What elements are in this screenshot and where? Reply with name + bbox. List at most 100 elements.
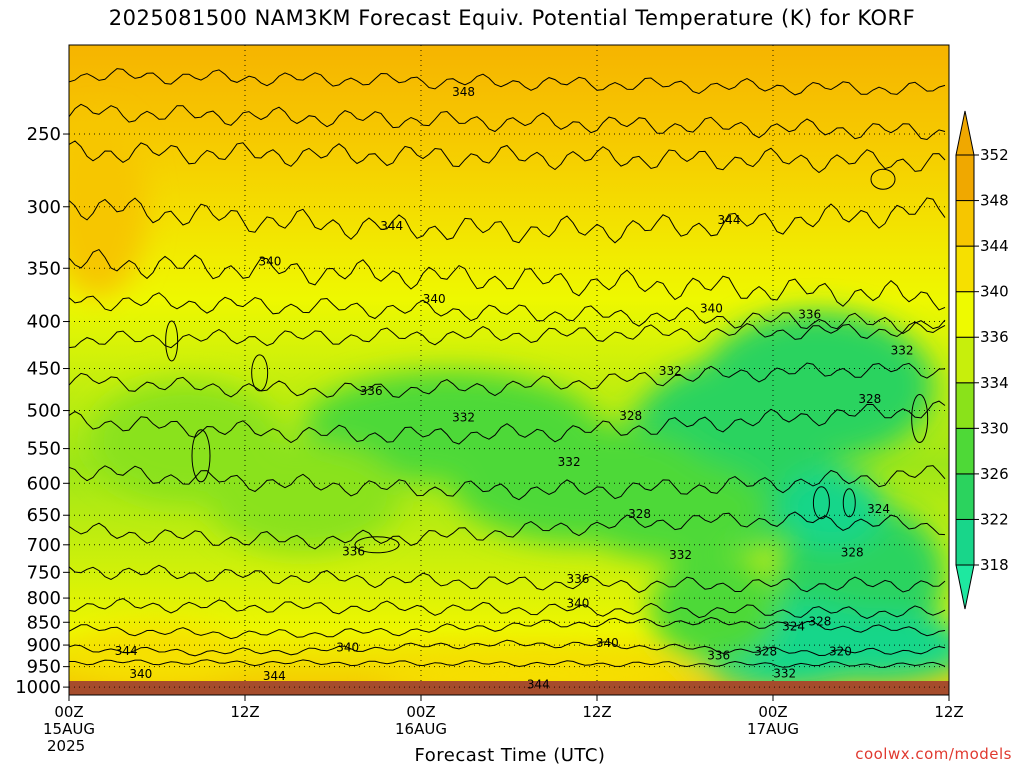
contour-label: 328 <box>841 546 864 560</box>
contour-label: 340 <box>258 254 281 268</box>
colorbar-label: 336 <box>980 328 1009 346</box>
contour-ring <box>251 354 269 392</box>
contour-line <box>69 292 946 335</box>
contour-line <box>69 68 946 96</box>
contour-label: 340 <box>336 641 359 655</box>
contour-label: 336 <box>342 545 365 559</box>
colorbar-segment <box>955 427 975 475</box>
contour-line <box>69 140 946 174</box>
contour-label: 344 <box>718 213 741 227</box>
colorbar-segment <box>955 336 975 384</box>
colorbar-segment <box>955 154 975 202</box>
contour-label: 344 <box>380 219 403 233</box>
contour-label: 336 <box>707 649 730 663</box>
field-region <box>700 310 934 461</box>
contour-label: 340 <box>423 292 446 306</box>
y-tick-label: 800 <box>27 588 61 609</box>
y-tick-label: 950 <box>27 657 61 678</box>
contour-label: 332 <box>452 411 475 425</box>
y-tick-label: 700 <box>27 535 61 556</box>
x-tick-label: 00Z <box>406 703 435 721</box>
x-tick-label: 12Z <box>230 703 259 721</box>
contour-label: 336 <box>798 307 821 321</box>
colorbar-label: 344 <box>980 237 1009 255</box>
contour-label: 336 <box>566 572 589 586</box>
contour-label: 332 <box>891 343 914 357</box>
contour-label: 328 <box>858 392 881 406</box>
colorbar-segment <box>955 200 975 247</box>
colorbar-label: 330 <box>980 419 1009 437</box>
contour-label: 332 <box>773 666 796 680</box>
surface-bar <box>69 681 949 695</box>
colorbar-label: 334 <box>980 374 1009 392</box>
colorbar-label: 340 <box>980 283 1009 301</box>
chart-title: 2025081500 NAM3KM Forecast Equiv. Potent… <box>108 6 916 30</box>
contour-label: 332 <box>558 455 581 469</box>
colorbar-segment <box>955 110 975 156</box>
colorbar-label: 322 <box>980 510 1009 528</box>
contour-ring <box>911 393 929 443</box>
contour-label: 340 <box>129 667 152 681</box>
x-tick-label: 15AUG <box>43 720 95 738</box>
contour-line <box>69 511 946 550</box>
y-tick-label: 850 <box>27 612 61 633</box>
colorbar-segment <box>955 564 975 610</box>
contour-ring <box>870 168 896 190</box>
field-region <box>76 625 238 681</box>
x-tick-label: 00Z <box>54 703 83 721</box>
field-region <box>573 459 768 560</box>
contour-label: 340 <box>566 597 589 611</box>
contour-line <box>69 248 946 311</box>
contour-line <box>69 197 946 244</box>
y-tick-label: 750 <box>27 562 61 583</box>
colorbar-label: 348 <box>980 192 1009 210</box>
colorbar-segment <box>955 291 975 338</box>
contour-label: 340 <box>700 301 723 315</box>
colorbar-label: 326 <box>980 465 1009 483</box>
contour-line <box>69 598 946 620</box>
contour-line <box>69 659 946 668</box>
field-region <box>206 441 401 552</box>
field-region <box>780 469 884 550</box>
contour-line <box>69 400 946 445</box>
y-tick-label: 350 <box>27 258 61 279</box>
x-axis-title: Forecast Time (UTC) <box>414 745 606 766</box>
contour-label: 344 <box>527 677 550 691</box>
contour-ring <box>812 486 830 520</box>
y-tick-label: 550 <box>27 439 61 460</box>
contour-label: 320 <box>829 645 852 659</box>
contour-label: 328 <box>754 645 777 659</box>
y-tick-label: 500 <box>27 401 61 422</box>
colorbar-segment <box>955 382 975 429</box>
contour-line <box>69 103 946 141</box>
plot-frame <box>68 44 950 696</box>
contour-ring <box>191 429 211 483</box>
y-tick-label: 250 <box>27 124 61 145</box>
contour-label: 328 <box>808 614 831 628</box>
contour-label: 336 <box>360 384 383 398</box>
contour-label: 344 <box>115 644 138 658</box>
x-tick-label: 00Z <box>758 703 787 721</box>
x-tick-label: 16AUG <box>395 720 447 738</box>
contour-label: 328 <box>628 507 651 521</box>
contour-label: 344 <box>263 669 286 683</box>
contour-label: 340 <box>596 636 619 650</box>
y-tick-label: 900 <box>27 635 61 656</box>
y-tick-label: 600 <box>27 473 61 494</box>
colorbar-label: 318 <box>980 556 1009 574</box>
contour-label: 332 <box>659 364 682 378</box>
colorbar-segment <box>955 518 975 566</box>
contour-line <box>69 616 946 640</box>
y-tick-label: 400 <box>27 312 61 333</box>
x-tick-label: 12Z <box>934 703 963 721</box>
contour-line <box>69 465 946 501</box>
x-tick-label: 2025 <box>47 737 85 755</box>
contour-label: 324 <box>867 502 890 516</box>
x-tick-label: 12Z <box>582 703 611 721</box>
contour-label: 328 <box>619 409 642 423</box>
contour-label: 324 <box>782 619 805 633</box>
y-tick-label: 450 <box>27 359 61 380</box>
field-region <box>377 655 700 681</box>
y-tick-label: 1000 <box>15 677 61 698</box>
colorbar-segment <box>955 473 975 520</box>
